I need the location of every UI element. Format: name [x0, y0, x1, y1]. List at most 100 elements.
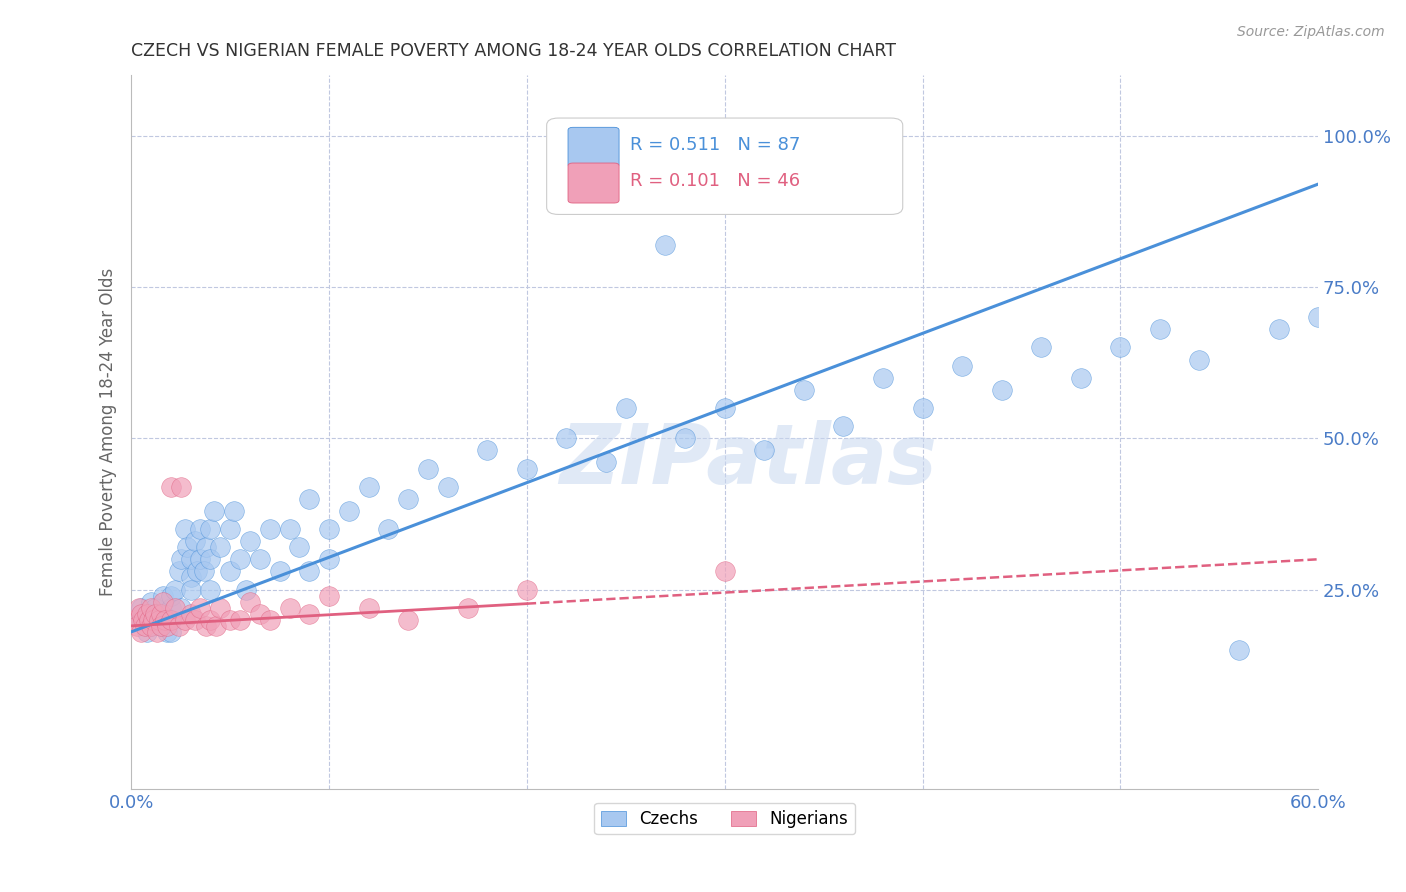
Point — [180, 570, 202, 584]
Point — [396, 613, 419, 627]
Point — [269, 565, 291, 579]
Point — [793, 383, 815, 397]
Point — [139, 594, 162, 608]
Point — [183, 613, 205, 627]
Point — [278, 600, 301, 615]
Point — [180, 607, 202, 621]
Point — [200, 613, 222, 627]
Point — [200, 522, 222, 536]
Point — [159, 589, 181, 603]
FancyBboxPatch shape — [568, 128, 619, 168]
Point — [298, 491, 321, 506]
Point — [832, 419, 855, 434]
Point — [396, 491, 419, 506]
Point — [129, 607, 152, 621]
Point — [278, 522, 301, 536]
Point — [205, 619, 228, 633]
Point — [1070, 370, 1092, 384]
Text: Source: ZipAtlas.com: Source: ZipAtlas.com — [1237, 25, 1385, 39]
Point — [149, 619, 172, 633]
Point — [153, 613, 176, 627]
Point — [259, 613, 281, 627]
Point — [132, 613, 155, 627]
Point — [156, 624, 179, 639]
Point — [990, 383, 1012, 397]
Point — [337, 504, 360, 518]
Point — [127, 619, 149, 633]
Point — [149, 607, 172, 621]
FancyBboxPatch shape — [547, 118, 903, 214]
Point — [159, 480, 181, 494]
Point — [136, 624, 159, 639]
Point — [153, 613, 176, 627]
Point — [516, 461, 538, 475]
Point — [142, 613, 165, 627]
Point — [259, 522, 281, 536]
Point — [146, 624, 169, 639]
Point — [163, 600, 186, 615]
Point — [950, 359, 973, 373]
Point — [183, 534, 205, 549]
Point — [159, 600, 181, 615]
FancyBboxPatch shape — [568, 163, 619, 203]
Point — [148, 613, 170, 627]
Point — [156, 619, 179, 633]
Point — [1109, 341, 1132, 355]
Point — [1149, 322, 1171, 336]
Point — [209, 540, 232, 554]
Point — [209, 600, 232, 615]
Text: CZECH VS NIGERIAN FEMALE POVERTY AMONG 18-24 YEAR OLDS CORRELATION CHART: CZECH VS NIGERIAN FEMALE POVERTY AMONG 1… — [131, 42, 896, 60]
Point — [176, 540, 198, 554]
Point — [673, 128, 696, 143]
Point — [654, 237, 676, 252]
Legend: Czechs, Nigerians: Czechs, Nigerians — [595, 803, 855, 834]
Point — [298, 565, 321, 579]
Point — [195, 619, 218, 633]
Point — [193, 565, 215, 579]
Point — [200, 582, 222, 597]
Point — [249, 552, 271, 566]
Point — [713, 565, 735, 579]
Point — [1031, 341, 1053, 355]
Point — [614, 401, 637, 415]
Point — [416, 461, 439, 475]
Point — [159, 613, 181, 627]
Point — [595, 455, 617, 469]
Point — [129, 600, 152, 615]
Point — [186, 565, 208, 579]
Point — [754, 443, 776, 458]
Point — [139, 613, 162, 627]
Point — [298, 607, 321, 621]
Text: ZIPatlas: ZIPatlas — [560, 420, 938, 501]
Point — [1267, 322, 1289, 336]
Point — [163, 582, 186, 597]
Point — [128, 600, 150, 615]
Point — [1227, 643, 1250, 657]
Point — [124, 613, 146, 627]
Point — [138, 613, 160, 627]
Point — [318, 522, 340, 536]
Point — [713, 401, 735, 415]
Point — [159, 624, 181, 639]
Point — [152, 594, 174, 608]
Point — [673, 431, 696, 445]
Point — [190, 600, 212, 615]
Point — [152, 589, 174, 603]
Point — [136, 607, 159, 621]
Point — [318, 589, 340, 603]
Point — [249, 607, 271, 621]
Point — [190, 522, 212, 536]
Point — [139, 607, 162, 621]
Point — [457, 600, 479, 615]
Point — [180, 552, 202, 566]
Point — [167, 619, 190, 633]
Point — [219, 522, 242, 536]
Point — [173, 522, 195, 536]
Point — [219, 565, 242, 579]
Point — [235, 582, 257, 597]
Point — [516, 582, 538, 597]
Point — [357, 600, 380, 615]
Point — [146, 613, 169, 627]
Point — [239, 594, 262, 608]
Point — [170, 552, 193, 566]
